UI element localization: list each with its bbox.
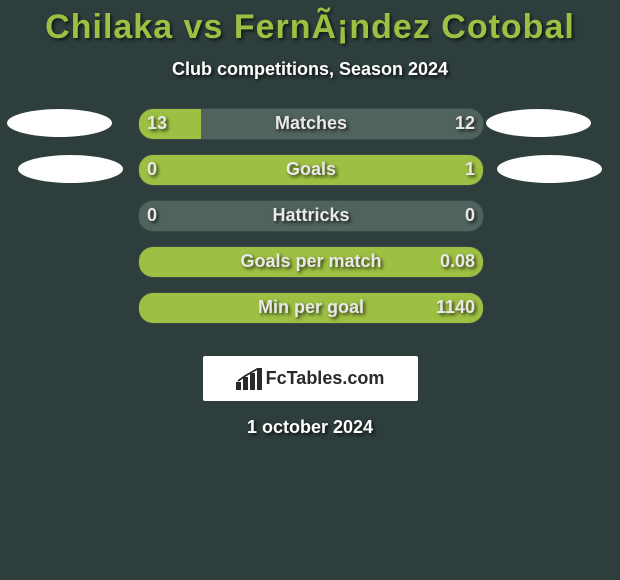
page-title: Chilaka vs FernÃ¡ndez Cotobal <box>0 8 620 47</box>
date-label: 1 october 2024 <box>0 417 620 438</box>
stat-row: 13 12 Matches <box>0 108 620 154</box>
value-left: 13 <box>147 113 167 134</box>
bar-track: 1140 Min per goal <box>138 292 484 324</box>
stat-label: Matches <box>275 113 347 134</box>
bar-track: 0.08 Goals per match <box>138 246 484 278</box>
value-left: 0 <box>147 159 157 180</box>
stat-row: 0 1 Goals <box>0 154 620 200</box>
stat-label: Goals <box>286 159 336 180</box>
value-left: 0 <box>147 205 157 226</box>
value-right: 0 <box>465 205 475 226</box>
stat-row: 0 0 Hattricks <box>0 200 620 246</box>
stat-row: 0.08 Goals per match <box>0 246 620 292</box>
fctables-logo[interactable]: FcTables.com <box>203 356 418 401</box>
logo-text: FcTables.com <box>266 368 385 389</box>
bar-track: 0 0 Hattricks <box>138 200 484 232</box>
club-oval <box>497 155 602 183</box>
club-oval <box>7 109 112 137</box>
value-right: 0.08 <box>440 251 475 272</box>
comparison-infographic: Chilaka vs FernÃ¡ndez Cotobal Club compe… <box>0 8 620 580</box>
bar-track: 0 1 Goals <box>138 154 484 186</box>
stat-rows: 13 12 Matches 0 1 Goals 0 0 Hattricks 0.08 Goals p… <box>0 108 620 338</box>
stat-label: Min per goal <box>258 297 364 318</box>
club-oval <box>486 109 591 137</box>
value-right: 1 <box>465 159 475 180</box>
stat-label: Goals per match <box>240 251 381 272</box>
value-right: 1140 <box>436 297 475 318</box>
stat-row: 1140 Min per goal <box>0 292 620 338</box>
value-right: 12 <box>455 113 475 134</box>
bar-track: 13 12 Matches <box>138 108 484 140</box>
page-subtitle: Club competitions, Season 2024 <box>0 59 620 80</box>
stat-label: Hattricks <box>272 205 349 226</box>
chart-icon <box>236 368 262 390</box>
club-oval <box>18 155 123 183</box>
